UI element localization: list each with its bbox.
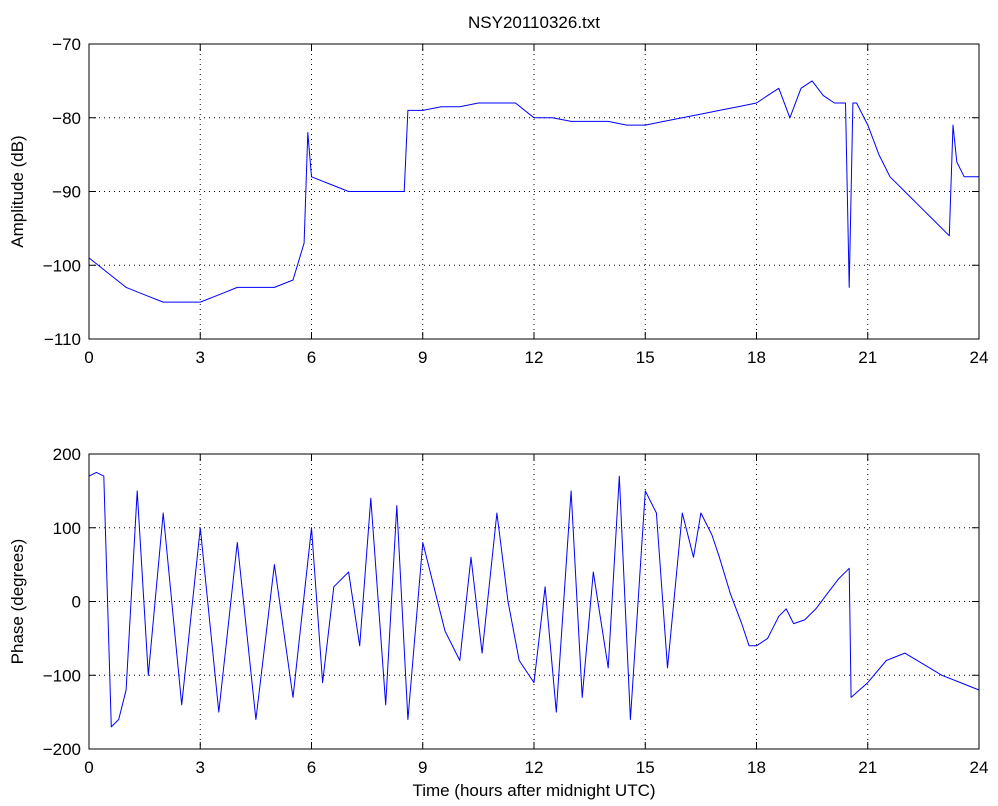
y-tick-label: 0 xyxy=(72,593,81,612)
x-tick-label: 6 xyxy=(307,758,316,777)
phase-panel: 0 3 6 9 12 15 18 21 24 200 100 0 −100 −200 Time (hour… xyxy=(8,445,988,800)
x-tick-label: 15 xyxy=(636,348,655,367)
amplitude-y-axis-label: Amplitude (dB) xyxy=(8,135,27,247)
phase-gridlines xyxy=(89,454,979,749)
chart-title: NSY20110326.txt xyxy=(468,13,600,32)
phase-ticks: 0 3 6 9 12 15 18 21 24 200 100 0 −100 −200 xyxy=(43,445,989,777)
x-tick-label: 9 xyxy=(418,758,427,777)
x-tick-label: 15 xyxy=(636,758,655,777)
amplitude-ticks: 0 3 6 9 12 15 18 21 24 −70 −80 −90 −100 −110 xyxy=(43,35,989,367)
x-tick-label: 24 xyxy=(970,348,989,367)
x-tick-label: 3 xyxy=(196,758,205,777)
phase-data xyxy=(88,471,980,728)
y-tick-label: 200 xyxy=(53,445,81,464)
y-tick-label: −80 xyxy=(52,109,81,128)
x-tick-label: 21 xyxy=(858,348,877,367)
y-tick-label: −90 xyxy=(52,183,81,202)
x-tick-label: 3 xyxy=(196,348,205,367)
amplitude-panel: 0 3 6 9 12 15 18 21 24 −70 −80 −90 −100 −110 NSY20110… xyxy=(8,13,988,367)
x-tick-label: 24 xyxy=(970,758,989,777)
x-tick-label: 0 xyxy=(84,758,93,777)
x-tick-label: 12 xyxy=(525,758,544,777)
phase-y-axis-label: Phase (degrees) xyxy=(8,539,27,665)
x-axis-label: Time (hours after midnight UTC) xyxy=(412,781,655,800)
y-tick-label: −100 xyxy=(43,666,81,685)
y-tick-label: −200 xyxy=(43,740,81,759)
y-tick-label: −110 xyxy=(44,330,81,349)
x-tick-label: 12 xyxy=(525,348,544,367)
amplitude-data xyxy=(88,80,979,303)
x-tick-label: 0 xyxy=(84,348,93,367)
x-tick-label: 18 xyxy=(747,348,766,367)
series-line xyxy=(88,80,979,303)
x-tick-label: 9 xyxy=(418,348,427,367)
x-tick-label: 21 xyxy=(858,758,877,777)
x-tick-label: 6 xyxy=(307,348,316,367)
y-tick-label: −100 xyxy=(43,256,81,275)
y-tick-label: −70 xyxy=(52,35,81,54)
series-line xyxy=(88,471,980,728)
y-tick-label: 100 xyxy=(53,519,81,538)
x-tick-label: 18 xyxy=(747,758,766,777)
